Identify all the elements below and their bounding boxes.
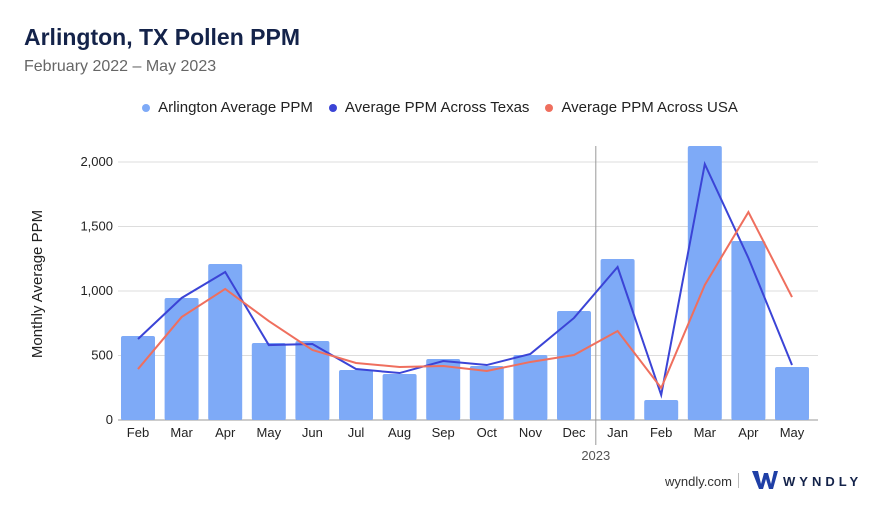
y-tick-label: 500 <box>91 348 113 363</box>
bar <box>208 264 243 420</box>
x-tick-label: Jun <box>302 425 323 440</box>
bar <box>382 373 417 420</box>
year-label: 2023 <box>581 448 610 463</box>
bar <box>426 358 461 420</box>
x-tick-label: Mar <box>694 425 717 440</box>
x-tick-label: Aug <box>388 425 411 440</box>
bar <box>251 342 286 420</box>
chart-title: Arlington, TX Pollen PPM <box>24 24 300 50</box>
footer-divider <box>738 473 739 488</box>
legend-item-arlington: Arlington Average PPM <box>142 99 313 116</box>
bar <box>557 310 591 420</box>
y-tick-label: 1,500 <box>80 219 113 234</box>
legend-item-usa: Average PPM Across USA <box>545 99 738 116</box>
chart-subtitle: February 2022 – May 2023 <box>24 58 217 75</box>
x-tick-label: Apr <box>215 425 236 440</box>
bar <box>775 366 809 420</box>
bar <box>469 365 504 420</box>
bar <box>600 259 635 420</box>
footer-url[interactable]: wyndly.com <box>665 474 732 489</box>
x-tick-label: Sep <box>432 425 455 440</box>
x-tick-label: Jul <box>348 425 365 440</box>
legend: Arlington Average PPM Average PPM Across… <box>0 99 880 116</box>
x-tick-label: Mar <box>170 425 193 440</box>
x-tick-label: Feb <box>127 425 149 440</box>
legend-label: Average PPM Across USA <box>561 99 738 116</box>
x-tick-label: Jan <box>607 425 628 440</box>
legend-item-texas: Average PPM Across Texas <box>328 99 530 116</box>
brand-name: WYNDLY <box>783 474 863 489</box>
series-line <box>137 209 793 390</box>
y-axis-label: Monthly Average PPM <box>29 210 46 358</box>
x-tick-label: Oct <box>477 425 498 440</box>
legend-swatch <box>545 103 554 112</box>
legend-swatch <box>142 103 151 112</box>
bar <box>295 341 330 420</box>
x-tick-label: Apr <box>738 425 759 440</box>
x-tick-label: Dec <box>562 425 586 440</box>
bar <box>339 369 373 420</box>
bar <box>731 240 766 420</box>
series-line <box>137 160 793 399</box>
y-tick-label: 0 <box>106 412 113 427</box>
wyndly-logo-icon <box>752 471 778 489</box>
legend-label: Average PPM Across Texas <box>344 99 530 116</box>
bar <box>121 336 155 420</box>
bar <box>513 354 548 420</box>
legend-label: Arlington Average PPM <box>158 99 313 116</box>
y-tick-label: 1,000 <box>80 283 113 298</box>
y-tick-label: 2,000 <box>80 154 113 169</box>
x-tick-label: Nov <box>519 425 543 440</box>
x-tick-label: May <box>257 425 282 440</box>
bar <box>644 400 679 420</box>
x-tick-label: Feb <box>650 425 672 440</box>
x-tick-label: May <box>780 425 805 440</box>
legend-swatch <box>328 103 337 112</box>
